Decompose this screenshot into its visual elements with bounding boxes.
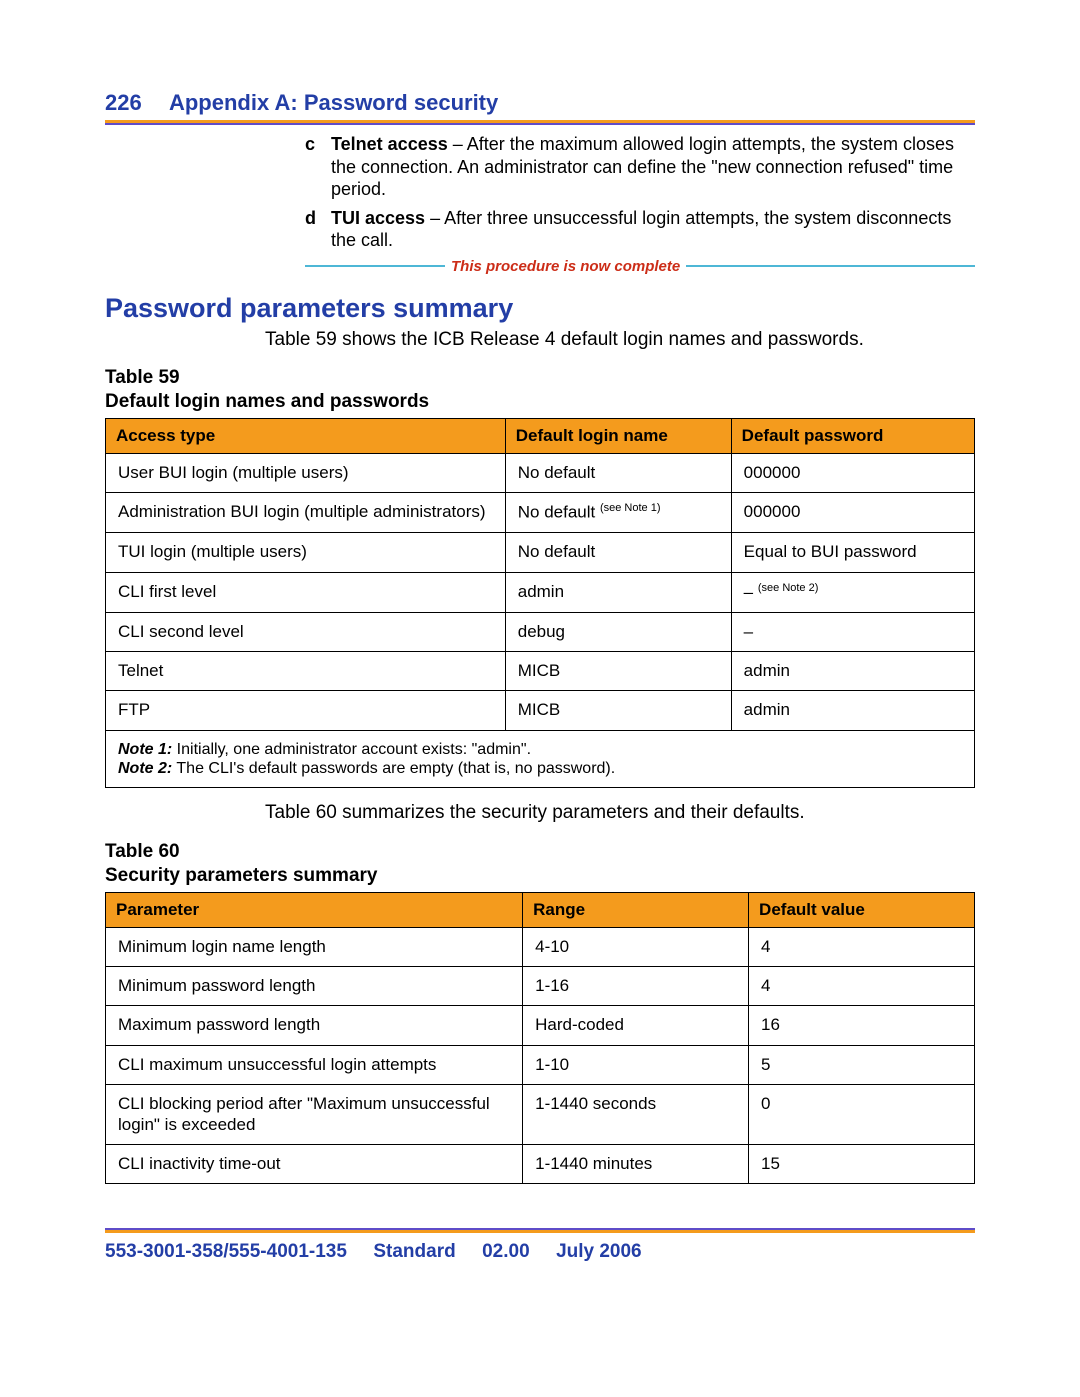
- page-header-separator: [146, 90, 164, 115]
- table59: Access type Default login name Default p…: [105, 418, 975, 788]
- table-row: CLI maximum unsuccessful login attempts1…: [106, 1045, 975, 1084]
- footer-standard: Standard: [373, 1241, 455, 1262]
- table60-intro: Table 60 summarizes the security paramet…: [265, 802, 975, 824]
- procedure-list: c Telnet access – After the maximum allo…: [305, 133, 975, 252]
- table-row: Minimum login name length4-104: [106, 927, 975, 966]
- col-default-login: Default login name: [505, 418, 731, 453]
- list-item: c Telnet access – After the maximum allo…: [305, 133, 975, 201]
- table-row: User BUI login (multiple users) No defau…: [106, 453, 975, 492]
- list-text-c: Telnet access – After the maximum allowe…: [331, 133, 975, 201]
- table-notes-row: Note 1: Initially, one administrator acc…: [106, 730, 975, 787]
- table-header-row: Parameter Range Default value: [106, 892, 975, 927]
- table-row: CLI first level admin – (see Note 2): [106, 572, 975, 612]
- table-row: TUI login (multiple users) No default Eq…: [106, 533, 975, 572]
- procedure-complete-line: This procedure is now complete: [305, 258, 975, 275]
- page-header: 226 Appendix A: Password security: [105, 90, 975, 116]
- table-notes: Note 1: Initially, one administrator acc…: [106, 730, 975, 787]
- table-row: Minimum password length1-164: [106, 967, 975, 1006]
- col-parameter: Parameter: [106, 892, 523, 927]
- list-text-d: TUI access – After three unsuccessful lo…: [331, 207, 975, 252]
- footer-version: 02.00: [482, 1241, 530, 1262]
- list-letter-c: c: [305, 133, 331, 201]
- table-row: CLI second level debug –: [106, 612, 975, 651]
- table60: Parameter Range Default value Minimum lo…: [105, 892, 975, 1185]
- page-footer: 553-3001-358/555-4001-135 Standard 02.00…: [105, 1241, 975, 1263]
- header-title: Appendix A: Password security: [169, 90, 498, 115]
- col-access-type: Access type: [106, 418, 506, 453]
- footer-doc-id: 553-3001-358/555-4001-135: [105, 1241, 347, 1262]
- table-header-row: Access type Default login name Default p…: [106, 418, 975, 453]
- table59-body: User BUI login (multiple users) No defau…: [106, 453, 975, 787]
- page-container: 226 Appendix A: Password security c Teln…: [0, 0, 1080, 1333]
- table-row: Maximum password lengthHard-coded16: [106, 1006, 975, 1045]
- complete-rule-left: [305, 265, 445, 267]
- header-rule: [105, 120, 975, 125]
- footer-rule: [105, 1228, 975, 1233]
- complete-rule-right: [686, 265, 975, 267]
- table-row: FTP MICB admin: [106, 691, 975, 730]
- page-number: 226: [105, 90, 142, 115]
- table-row: Administration BUI login (multiple admin…: [106, 493, 975, 533]
- list-item: d TUI access – After three unsuccessful …: [305, 207, 975, 252]
- col-default-value: Default value: [749, 892, 975, 927]
- table-row: Telnet MICB admin: [106, 651, 975, 690]
- col-range: Range: [523, 892, 749, 927]
- table60-body: Minimum login name length4-104 Minimum p…: [106, 927, 975, 1184]
- section-intro: Table 59 shows the ICB Release 4 default…: [265, 328, 975, 353]
- table-row: CLI inactivity time-out1-1440 minutes15: [106, 1144, 975, 1183]
- procedure-complete-text: This procedure is now complete: [445, 258, 686, 275]
- table59-caption: Table 59 Default login names and passwor…: [105, 366, 975, 414]
- table60-caption: Table 60 Security parameters summary: [105, 840, 975, 888]
- footer-date: July 2006: [556, 1241, 642, 1262]
- section-heading: Password parameters summary: [105, 293, 975, 324]
- list-letter-d: d: [305, 207, 331, 252]
- col-default-password: Default password: [731, 418, 974, 453]
- table-row: CLI blocking period after "Maximum unsuc…: [106, 1085, 975, 1145]
